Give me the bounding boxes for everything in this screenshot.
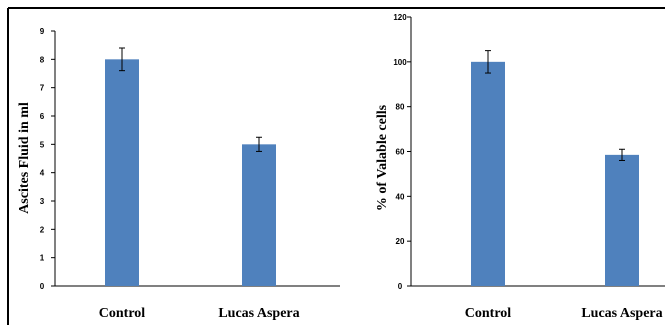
y-tick-label: 60 xyxy=(396,148,405,157)
bar xyxy=(105,59,139,287)
y-tick-label: 20 xyxy=(396,237,405,246)
y-tick-label: 5 xyxy=(40,140,45,149)
y-tick-label: 8 xyxy=(40,55,45,64)
y-tick-label: 3 xyxy=(40,197,45,206)
y-tick-label: 100 xyxy=(393,58,407,67)
x-tick-label: Lucas Aspera xyxy=(218,306,299,321)
y-tick-label: 9 xyxy=(40,27,45,36)
chart-viable-cells: % of Valable cells 0 20 40 60 80 100 120 Contro… xyxy=(375,13,665,321)
y-tick-label: 0 xyxy=(398,282,403,291)
y-tick-label: 1 xyxy=(40,254,45,263)
y-tick-label: 0 xyxy=(40,282,45,291)
y-tick-label: 6 xyxy=(40,112,45,121)
chart-ascites-fluid: Ascites Fluid in ml 0 1 2 3 4 5 6 7 8 9 Control Luc… xyxy=(17,27,340,321)
bar xyxy=(242,144,276,286)
bar xyxy=(605,154,639,286)
y-axis-label: % of Valable cells xyxy=(375,104,390,211)
y-tick-label: 80 xyxy=(396,103,405,112)
y-axis-label: Ascites Fluid in ml xyxy=(17,102,32,214)
x-tick-label: Control xyxy=(465,306,512,321)
x-tick-label: Lucas Aspera xyxy=(581,306,662,321)
y-tick-label: 7 xyxy=(40,84,45,93)
y-tick-label: 2 xyxy=(40,225,45,234)
bar xyxy=(471,61,505,287)
x-tick-label: Control xyxy=(99,306,146,321)
y-tick-label: 4 xyxy=(40,169,45,178)
y-tick-label: 120 xyxy=(393,13,407,22)
y-tick-label: 40 xyxy=(396,192,405,201)
